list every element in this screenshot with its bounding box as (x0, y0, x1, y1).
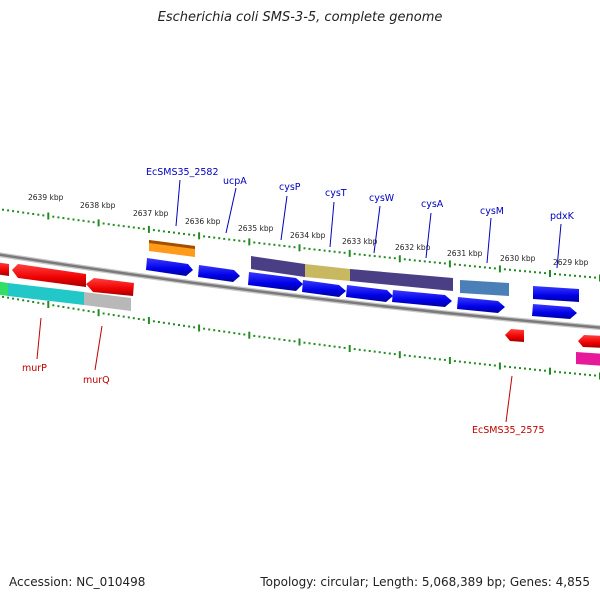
kbp-label: 2632 kbp (395, 243, 431, 252)
leader-line (280, 195, 288, 241)
leader-line (486, 217, 492, 264)
leader-line (329, 201, 335, 248)
leader-line (505, 375, 513, 423)
leader-line (425, 212, 432, 259)
kbp-label: 2639 kbp (28, 193, 64, 202)
gene-label[interactable]: cysT (325, 188, 347, 199)
gene-label[interactable]: cysA (421, 199, 444, 210)
gene-label[interactable]: murP (22, 363, 47, 374)
gene-label[interactable]: EcSMS35_2575 (472, 425, 545, 436)
gene-arrow[interactable] (248, 272, 303, 291)
genome-summary-text: Topology: circular; Length: 5,068,389 bp… (260, 575, 590, 589)
gene-label[interactable]: pdxK (550, 211, 575, 222)
gene-arrow[interactable] (533, 286, 579, 302)
leader-line (36, 317, 42, 360)
kbp-label: 2636 kbp (185, 217, 221, 226)
kbp-label: 2634 kbp (290, 231, 326, 240)
gene-arrow[interactable] (346, 285, 393, 302)
upper-tick-row (2, 208, 600, 282)
gene-arrow[interactable] (578, 335, 600, 348)
gene-label[interactable]: cysP (279, 182, 301, 193)
gene-arrow[interactable] (392, 290, 452, 307)
leader-line (175, 179, 181, 227)
kbp-label: 2638 kbp (80, 201, 116, 210)
gene-feature[interactable] (0, 281, 131, 311)
gene-arrow[interactable] (532, 304, 577, 319)
map-title: Escherichia coli SMS-3-5, complete genom… (157, 10, 443, 25)
gene-arrow[interactable] (457, 297, 505, 313)
accession-text: Accession: NC_010498 (9, 575, 146, 589)
leader-line (556, 223, 562, 269)
gene-label[interactable]: cysW (369, 193, 395, 204)
gene-arrow[interactable] (146, 258, 193, 276)
gene-feature[interactable] (460, 280, 509, 296)
leader-line (225, 187, 237, 234)
gene-label[interactable]: murQ (83, 375, 110, 386)
kbp-label: 2630 kbp (500, 254, 536, 263)
gene-arrow[interactable] (302, 280, 346, 297)
gene-label[interactable]: cysM (480, 206, 504, 217)
gene-arrow[interactable] (12, 264, 86, 287)
kbp-label: 2631 kbp (447, 249, 483, 258)
leader-line (373, 205, 381, 254)
gene-label[interactable]: ucpA (223, 176, 247, 187)
gene-arrow[interactable] (505, 329, 524, 342)
gene-feature[interactable] (149, 240, 195, 257)
lower-tick-row (2, 295, 600, 380)
leader-line (94, 325, 103, 371)
kbp-label: 2637 kbp (133, 209, 169, 218)
kbp-label: 2629 kbp (553, 258, 589, 267)
gene-feature[interactable] (576, 352, 600, 366)
gene-arrow[interactable] (0, 262, 9, 276)
gene-label[interactable]: EcSMS35_2582 (146, 167, 219, 178)
gene-arrow[interactable] (86, 278, 134, 296)
kbp-label: 2635 kbp (238, 224, 274, 233)
kbp-label: 2633 kbp (342, 237, 378, 246)
gene-feature-cysP-operon[interactable] (251, 256, 453, 291)
gene-arrow[interactable] (198, 265, 240, 282)
genome-backbone-line (0, 253, 600, 329)
